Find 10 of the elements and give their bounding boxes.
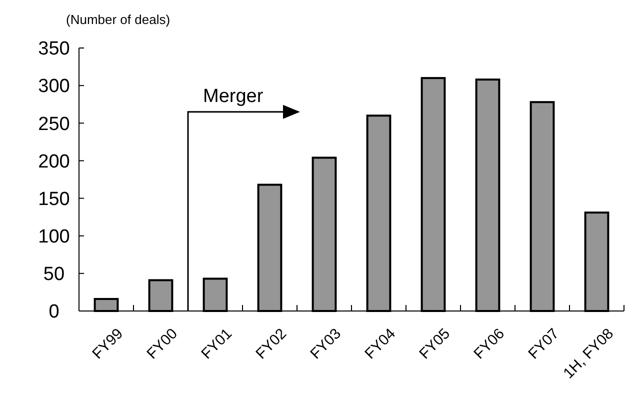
y-tick-label: 50 bbox=[43, 264, 65, 286]
y-tick-label: 300 bbox=[38, 76, 70, 98]
y-axis-title: (Number of deals) bbox=[66, 12, 170, 27]
y-tick-label: 200 bbox=[38, 151, 70, 172]
y-tick-label: 100 bbox=[38, 226, 70, 248]
y-tick-label: 0 bbox=[48, 302, 60, 323]
y-tick-label: 350 bbox=[38, 38, 70, 60]
y-tick-label: 150 bbox=[38, 188, 70, 210]
annotation: Merger bbox=[203, 86, 264, 107]
y-tick-label: 250 bbox=[38, 114, 70, 135]
